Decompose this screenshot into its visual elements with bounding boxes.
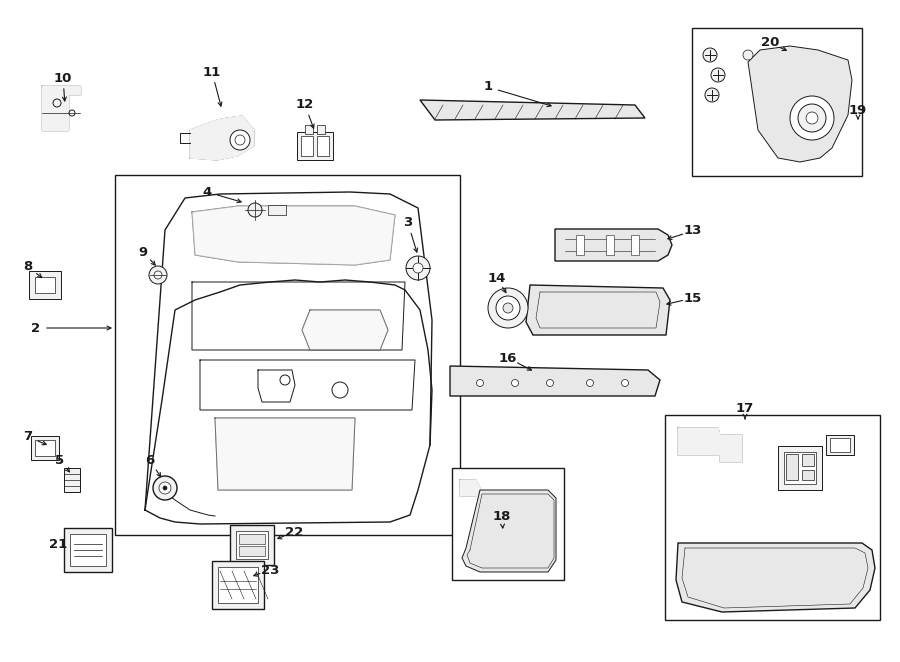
Polygon shape — [678, 428, 742, 462]
Circle shape — [743, 50, 753, 60]
Circle shape — [703, 48, 717, 62]
Polygon shape — [302, 310, 388, 350]
Circle shape — [705, 88, 719, 102]
Bar — [576, 235, 584, 255]
Text: 20: 20 — [760, 36, 779, 50]
Circle shape — [153, 476, 177, 500]
Bar — [31, 436, 59, 460]
Bar — [317, 125, 325, 134]
Polygon shape — [676, 543, 875, 612]
Circle shape — [711, 68, 725, 82]
Text: 13: 13 — [684, 224, 702, 238]
Polygon shape — [192, 206, 395, 265]
Text: 23: 23 — [261, 563, 279, 577]
Bar — [452, 468, 564, 580]
Text: 5: 5 — [56, 453, 65, 467]
Text: 9: 9 — [139, 246, 148, 258]
Bar — [305, 125, 313, 134]
Circle shape — [806, 112, 818, 124]
Bar — [802, 470, 814, 480]
Bar — [230, 525, 274, 565]
Bar — [786, 454, 798, 480]
Bar — [115, 175, 460, 535]
Circle shape — [546, 379, 554, 387]
Circle shape — [230, 130, 250, 150]
Polygon shape — [462, 490, 556, 572]
Circle shape — [406, 256, 430, 280]
Bar — [29, 271, 61, 299]
Text: 22: 22 — [285, 526, 303, 538]
Text: 3: 3 — [403, 216, 412, 230]
Circle shape — [587, 379, 593, 387]
Circle shape — [149, 266, 167, 284]
Text: 4: 4 — [202, 185, 211, 199]
Bar — [665, 415, 880, 620]
Polygon shape — [460, 480, 480, 496]
Circle shape — [476, 379, 483, 387]
Text: 8: 8 — [23, 261, 32, 273]
Polygon shape — [42, 86, 80, 130]
Bar — [212, 561, 264, 609]
Bar — [826, 435, 854, 455]
Polygon shape — [555, 229, 672, 261]
Circle shape — [248, 203, 262, 217]
Bar — [778, 446, 822, 490]
Circle shape — [622, 379, 628, 387]
Bar — [692, 28, 862, 176]
Bar — [64, 468, 80, 492]
Circle shape — [163, 486, 167, 490]
Circle shape — [503, 303, 513, 313]
Circle shape — [511, 379, 518, 387]
Bar — [64, 528, 112, 572]
Bar — [606, 235, 614, 255]
Bar — [297, 132, 333, 160]
Bar — [35, 440, 55, 456]
Circle shape — [496, 296, 520, 320]
Text: 19: 19 — [849, 103, 867, 117]
Bar — [236, 531, 268, 559]
Text: 18: 18 — [493, 510, 511, 522]
Circle shape — [413, 263, 423, 273]
Text: 16: 16 — [499, 352, 517, 365]
Text: 11: 11 — [202, 66, 221, 79]
Circle shape — [488, 288, 528, 328]
Bar — [70, 534, 106, 566]
Bar — [239, 546, 265, 556]
Text: 10: 10 — [54, 71, 72, 85]
Bar — [239, 534, 265, 544]
Text: 6: 6 — [146, 455, 155, 467]
Polygon shape — [748, 46, 852, 162]
Text: 17: 17 — [736, 401, 754, 414]
Polygon shape — [450, 366, 660, 396]
Polygon shape — [190, 116, 254, 160]
Circle shape — [159, 482, 171, 494]
Text: 15: 15 — [684, 291, 702, 305]
Text: 14: 14 — [488, 271, 506, 285]
Bar — [631, 235, 639, 255]
Bar — [317, 136, 329, 156]
Bar — [35, 277, 55, 293]
Text: 7: 7 — [23, 430, 32, 444]
Polygon shape — [420, 100, 645, 120]
Bar — [830, 438, 850, 452]
Bar — [802, 454, 814, 466]
Text: 1: 1 — [483, 81, 492, 93]
Bar — [784, 452, 816, 484]
Circle shape — [798, 104, 826, 132]
Bar — [218, 567, 258, 603]
Polygon shape — [215, 418, 355, 490]
Text: 2: 2 — [32, 322, 40, 334]
Circle shape — [790, 96, 834, 140]
Bar — [301, 136, 313, 156]
Text: 21: 21 — [49, 538, 68, 551]
Bar — [268, 205, 286, 215]
Polygon shape — [526, 285, 670, 335]
Text: 12: 12 — [296, 99, 314, 111]
